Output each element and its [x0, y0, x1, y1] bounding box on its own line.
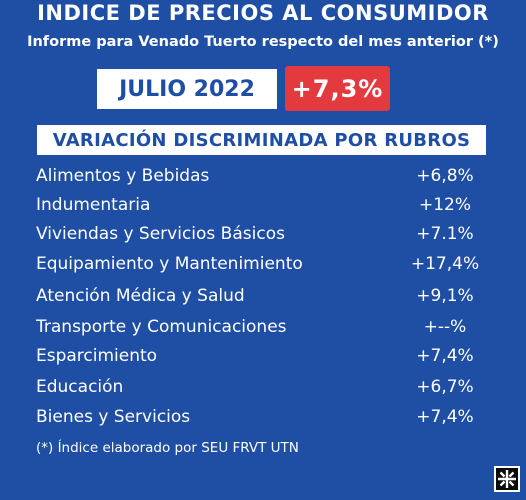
rubro-value: +--% [423, 317, 467, 337]
rubro-value: +17,4% [410, 254, 480, 274]
rubro-label: Indumentaria [36, 195, 151, 215]
rubro-value: +6,7% [416, 377, 474, 397]
rubro-label: Bienes y Servicios [36, 407, 191, 427]
rubro-label: Alimentos y Bebidas [36, 166, 210, 186]
rubro-row: Transporte y Comunicaciones +--% [0, 317, 526, 343]
rubro-value: +7,4% [416, 346, 474, 366]
rubro-label: Viviendas y Servicios Básicos [36, 224, 285, 244]
rubro-row: Indumentaria +12% [0, 195, 526, 221]
rubro-value: +9,1% [416, 286, 474, 306]
total-change-badge: +7,3% [285, 66, 390, 111]
rubro-value: +6,8% [416, 166, 474, 186]
page-subtitle: Informe para Venado Tuerto respecto del … [27, 34, 499, 50]
rubro-value: +12% [418, 195, 472, 215]
rubro-value: +7,4% [416, 407, 474, 427]
rubro-label: Esparcimiento [36, 346, 158, 366]
rubro-label: Transporte y Comunicaciones [36, 317, 287, 337]
section-heading: VARIACIÓN DISCRIMINADA POR RUBROS [37, 125, 486, 155]
page-title: INDICE DE PRECIOS AL CONSUMIDOR [37, 1, 489, 25]
rubro-label: Atención Médica y Salud [36, 286, 245, 306]
rubro-value: +7.1% [416, 224, 474, 244]
rubro-row: Viviendas y Servicios Básicos +7.1% [0, 224, 526, 250]
month-label: JULIO 2022 [97, 69, 277, 109]
rubro-row: Equipamiento y Mantenimiento +17,4% [0, 254, 526, 280]
utn-logo-icon [494, 466, 520, 492]
rubro-label: Educación [36, 377, 124, 397]
rubro-row: Alimentos y Bebidas +6,8% [0, 166, 526, 192]
rubro-label: Equipamiento y Mantenimiento [36, 254, 303, 274]
rubro-row: Bienes y Servicios +7,4% [0, 407, 526, 433]
rubro-row: Esparcimiento +7,4% [0, 346, 526, 372]
rubro-row: Atención Médica y Salud +9,1% [0, 286, 526, 312]
rubro-row: Educación +6,7% [0, 377, 526, 403]
footnote: (*) Índice elaborado por SEU FRVT UTN [36, 440, 299, 456]
